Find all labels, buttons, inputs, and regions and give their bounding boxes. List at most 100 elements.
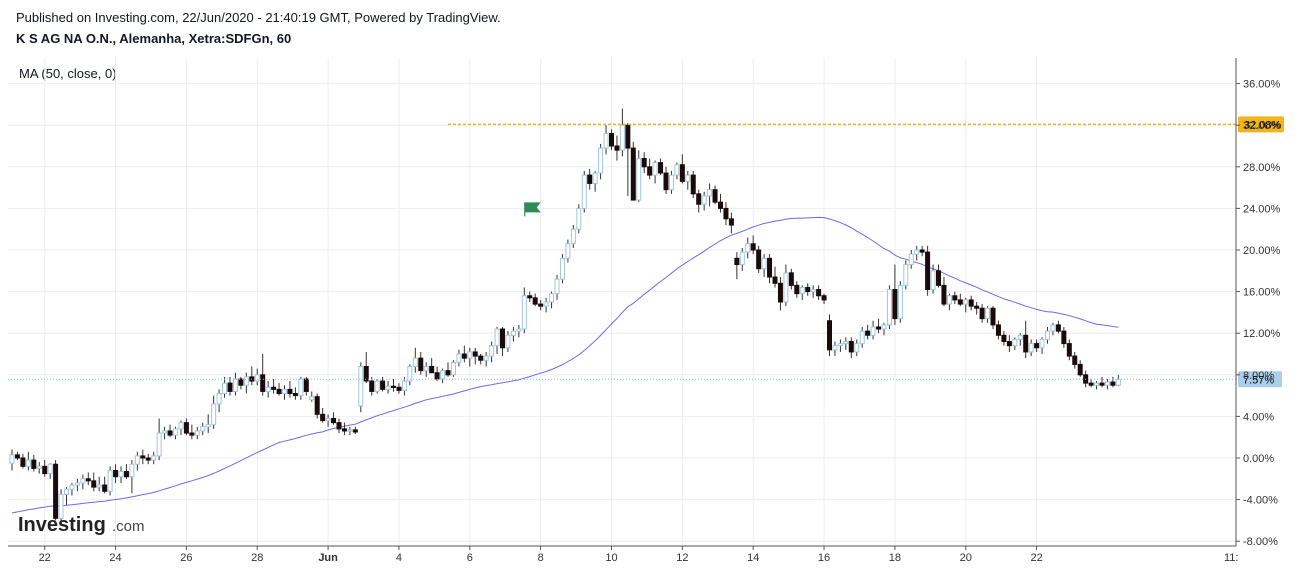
candle-body — [1061, 330, 1067, 345]
y-tick-label: 0.00% — [1243, 453, 1274, 465]
candle-body — [865, 330, 871, 336]
candle-body — [20, 457, 26, 467]
candle-body — [843, 341, 849, 345]
candle-body — [287, 388, 293, 395]
candle-body — [1001, 334, 1007, 343]
candle-body — [358, 365, 364, 407]
candle-body — [734, 257, 740, 266]
candle-body — [663, 172, 669, 191]
candle-body — [91, 480, 97, 488]
candle-body — [647, 166, 653, 176]
candle-body — [298, 378, 304, 397]
high-level-badge — [1238, 116, 1284, 133]
candle-body — [897, 284, 903, 320]
y-tick-label: 32.00% — [1243, 120, 1281, 132]
candle-body — [690, 174, 696, 195]
y-tick-label: 8.00% — [1243, 370, 1274, 382]
candle-body — [64, 488, 69, 495]
candle-body — [995, 324, 1001, 336]
candle-body — [407, 365, 413, 382]
price-axis[interactable]: 36.00% 32.00% 28.00% 24.00% 20.00% 16.00% 12.0… — [1235, 58, 1281, 548]
candle-body — [777, 282, 783, 303]
candle-body — [391, 385, 396, 388]
candle-body — [118, 471, 124, 478]
candle-body — [369, 380, 375, 392]
candle-body — [641, 157, 647, 168]
instrument-title: K S AG NA O.N., Alemanha, Xetra:SDFGn, 6… — [16, 31, 292, 46]
candle-body — [581, 174, 587, 209]
candle-body — [914, 249, 920, 255]
candle-body — [609, 133, 614, 147]
y-tick-label: 20.00% — [1243, 245, 1281, 257]
x-tick-label: 10 — [605, 552, 617, 564]
candle-body — [636, 157, 642, 201]
candle-body — [211, 403, 217, 426]
candle-body — [336, 422, 342, 430]
candle-body — [74, 482, 80, 486]
candles-layer[interactable] — [9, 108, 1121, 523]
candle-body — [925, 251, 931, 291]
candle-body — [587, 174, 593, 184]
candle-body — [543, 301, 549, 307]
candle-body — [183, 422, 189, 434]
candle-body — [876, 326, 882, 330]
candle-body — [309, 396, 315, 401]
candle-body — [227, 382, 233, 392]
candle-body — [538, 303, 544, 307]
candle-body — [9, 454, 15, 464]
x-tick-label: 28 — [251, 552, 263, 564]
time-axis[interactable]: 22 24 26 28 Jun 4 6 8 10 12 14 16 18 20 22 11: — [8, 545, 1238, 564]
candle-body — [401, 380, 407, 391]
candle-body — [25, 459, 31, 467]
candle-body — [47, 463, 53, 475]
candle-body — [1099, 382, 1105, 386]
candle-body — [102, 484, 108, 492]
candle-body — [761, 257, 767, 270]
candle-body — [718, 201, 723, 209]
candle-body — [396, 386, 402, 391]
candle-body — [739, 251, 745, 266]
candle-body — [483, 355, 489, 361]
candle-body — [810, 289, 816, 293]
candle-body — [527, 295, 533, 299]
high-level-label: 32.08% — [1244, 119, 1282, 131]
candle-body — [968, 299, 974, 307]
x-tick-label: 14 — [747, 552, 759, 564]
candle-body — [788, 272, 794, 286]
candle-body — [14, 454, 20, 459]
candle-body — [216, 393, 222, 405]
candle-body — [821, 295, 827, 301]
candle-body — [385, 385, 391, 390]
candle-body — [363, 365, 369, 382]
candle-body — [1017, 334, 1023, 340]
candle-body — [238, 378, 244, 386]
candle-body — [178, 422, 184, 430]
moving-average-line — [11, 216, 1119, 514]
y-tick-label: 16.00% — [1243, 287, 1281, 299]
candle-body — [603, 133, 609, 149]
candle-body — [723, 207, 729, 220]
candle-body — [1055, 324, 1061, 332]
candle-body — [1110, 381, 1116, 386]
candle-body — [1023, 334, 1029, 353]
candle-body — [113, 469, 119, 478]
chart-overlays: 32.08% 7.57% — [8, 116, 1284, 388]
candle-body — [799, 286, 805, 295]
candle-body — [194, 430, 200, 436]
x-tick-label: 12 — [676, 552, 688, 564]
candle-body — [347, 429, 353, 432]
candle-body — [36, 465, 42, 469]
candle-body — [500, 328, 505, 349]
candle-body — [222, 382, 228, 395]
candle-body — [292, 393, 298, 397]
candle-body — [440, 370, 446, 380]
candle-body — [521, 295, 527, 330]
indicator-legend[interactable]: MA (50, close, 0) — [19, 66, 117, 81]
candle-body — [936, 270, 941, 286]
candle-body — [750, 243, 756, 251]
candle-body — [854, 343, 860, 353]
candle-body — [554, 278, 560, 295]
candle-body — [173, 428, 178, 436]
candle-body — [42, 465, 48, 475]
